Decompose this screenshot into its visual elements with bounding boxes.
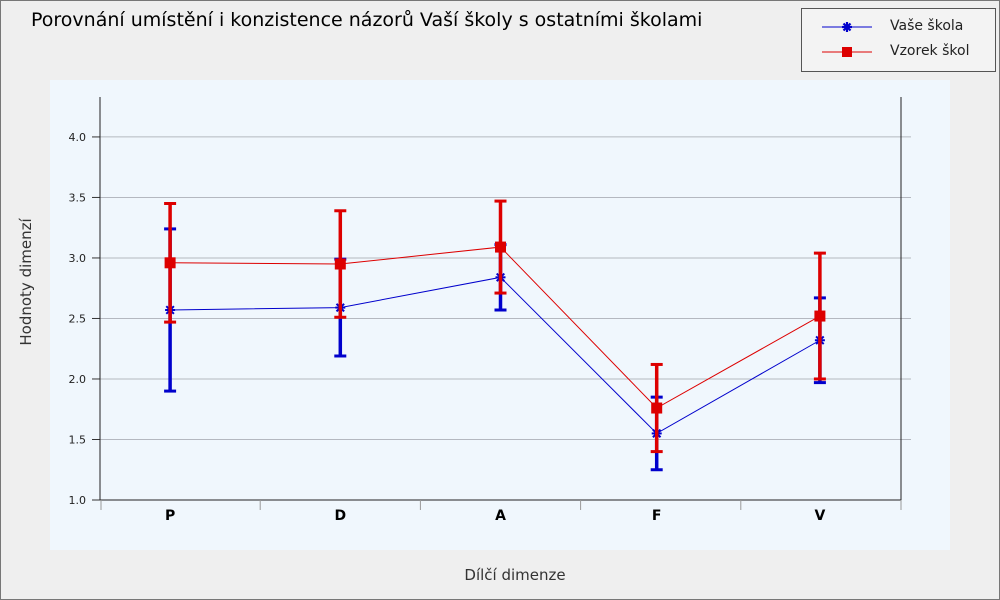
plot-background — [50, 80, 950, 550]
x-tick-label: A — [495, 508, 506, 524]
x-axis-title: Dílčí dimenze — [464, 566, 565, 584]
grid-lines — [100, 136, 911, 440]
data-point — [495, 241, 506, 253]
data-point — [651, 402, 663, 414]
x-tick-label: F — [652, 508, 662, 524]
legend-entry-vzorek-skol: Vzorek škol — [802, 40, 995, 64]
y-tick-label: 2.0 — [69, 373, 87, 386]
tick-labels: 1.0 1.5 2.0 2.5 3.0 3.5 4.0 P D A F V — [69, 131, 826, 524]
y-tick-label: 4.0 — [69, 131, 87, 144]
y-axis-title: Hodnoty dimenzí — [17, 218, 35, 346]
legend-entry-vase-skola: Vaše škola — [802, 15, 995, 39]
legend-swatch-vase-skola — [822, 22, 872, 32]
series — [164, 199, 826, 472]
y-tick-label: 3.0 — [69, 252, 87, 265]
data-point — [334, 258, 346, 270]
axes — [92, 97, 902, 510]
x-tick-label: V — [814, 508, 825, 524]
data-point — [814, 310, 826, 322]
y-tick-label: 1.0 — [69, 494, 87, 507]
y-tick-label: 1.5 — [69, 433, 87, 446]
x-tick-label: P — [165, 508, 175, 524]
chart-title: Porovnání umístění i konzistence názorů … — [31, 9, 703, 31]
series-vzorek-skol — [164, 199, 826, 454]
legend-label-vzorek-skol: Vzorek škol — [890, 43, 970, 59]
legend: Vaše škola Vzorek škol — [801, 8, 996, 72]
x-tick-label: D — [334, 508, 346, 524]
y-tick-label: 3.5 — [69, 191, 87, 204]
y-tick-label: 2.5 — [69, 312, 87, 325]
legend-swatch-vzorek-skol — [822, 47, 872, 57]
data-point — [164, 257, 176, 269]
legend-label-vase-skola: Vaše škola — [890, 18, 964, 34]
